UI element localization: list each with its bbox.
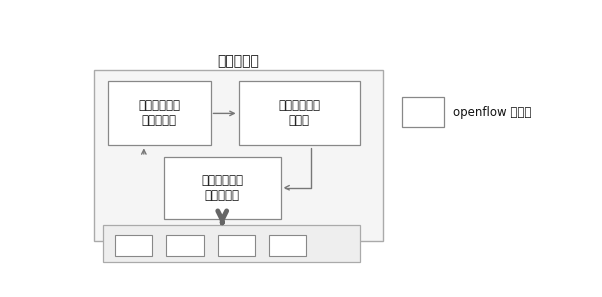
Bar — [269, 235, 306, 256]
Text: 拓扑及链路信
息计算模块: 拓扑及链路信 息计算模块 — [138, 99, 180, 127]
Bar — [217, 235, 255, 256]
Bar — [164, 157, 281, 219]
Text: openflow 交换机: openflow 交换机 — [453, 106, 532, 119]
Bar — [94, 70, 383, 241]
Text: 流约束路径下
发部署模块: 流约束路径下 发部署模块 — [201, 174, 243, 202]
Bar — [166, 235, 203, 256]
Bar — [108, 81, 211, 146]
Text: 流约束路径计
算模块: 流约束路径计 算模块 — [278, 99, 320, 127]
Bar — [402, 97, 444, 127]
Bar — [115, 235, 152, 256]
Text: 网络控制器: 网络控制器 — [217, 54, 259, 68]
Bar — [104, 225, 360, 262]
Bar — [238, 81, 360, 146]
